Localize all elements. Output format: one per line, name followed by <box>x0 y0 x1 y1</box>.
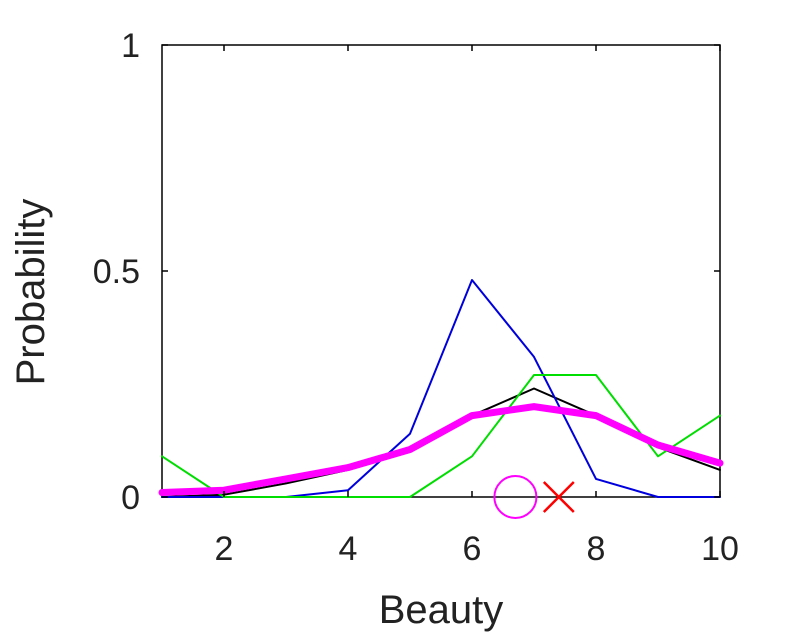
y-tick-label: 1 <box>121 27 140 65</box>
y-axis-label: Probability <box>9 199 53 386</box>
x-axis-label: Beauty <box>379 588 504 632</box>
y-tick-label: 0.5 <box>93 253 140 291</box>
series-layer <box>158 279 724 498</box>
marker-layer <box>493 475 575 519</box>
plot-area <box>161 44 721 498</box>
x-axis: 2 4 6 8 10 <box>215 45 739 568</box>
circle-marker <box>493 475 538 519</box>
y-axis: 00.51 <box>93 27 720 517</box>
x-tick-label: 10 <box>701 530 739 568</box>
x-tick-label: 8 <box>587 530 606 568</box>
cross-marker <box>542 481 575 513</box>
x-tick-label: 2 <box>215 530 234 568</box>
series-line-3 <box>161 374 721 498</box>
series-line-4 <box>158 403 724 496</box>
x-tick-label: 6 <box>463 530 482 568</box>
y-tick-label: 0 <box>121 479 140 517</box>
x-tick-label: 4 <box>339 530 358 568</box>
